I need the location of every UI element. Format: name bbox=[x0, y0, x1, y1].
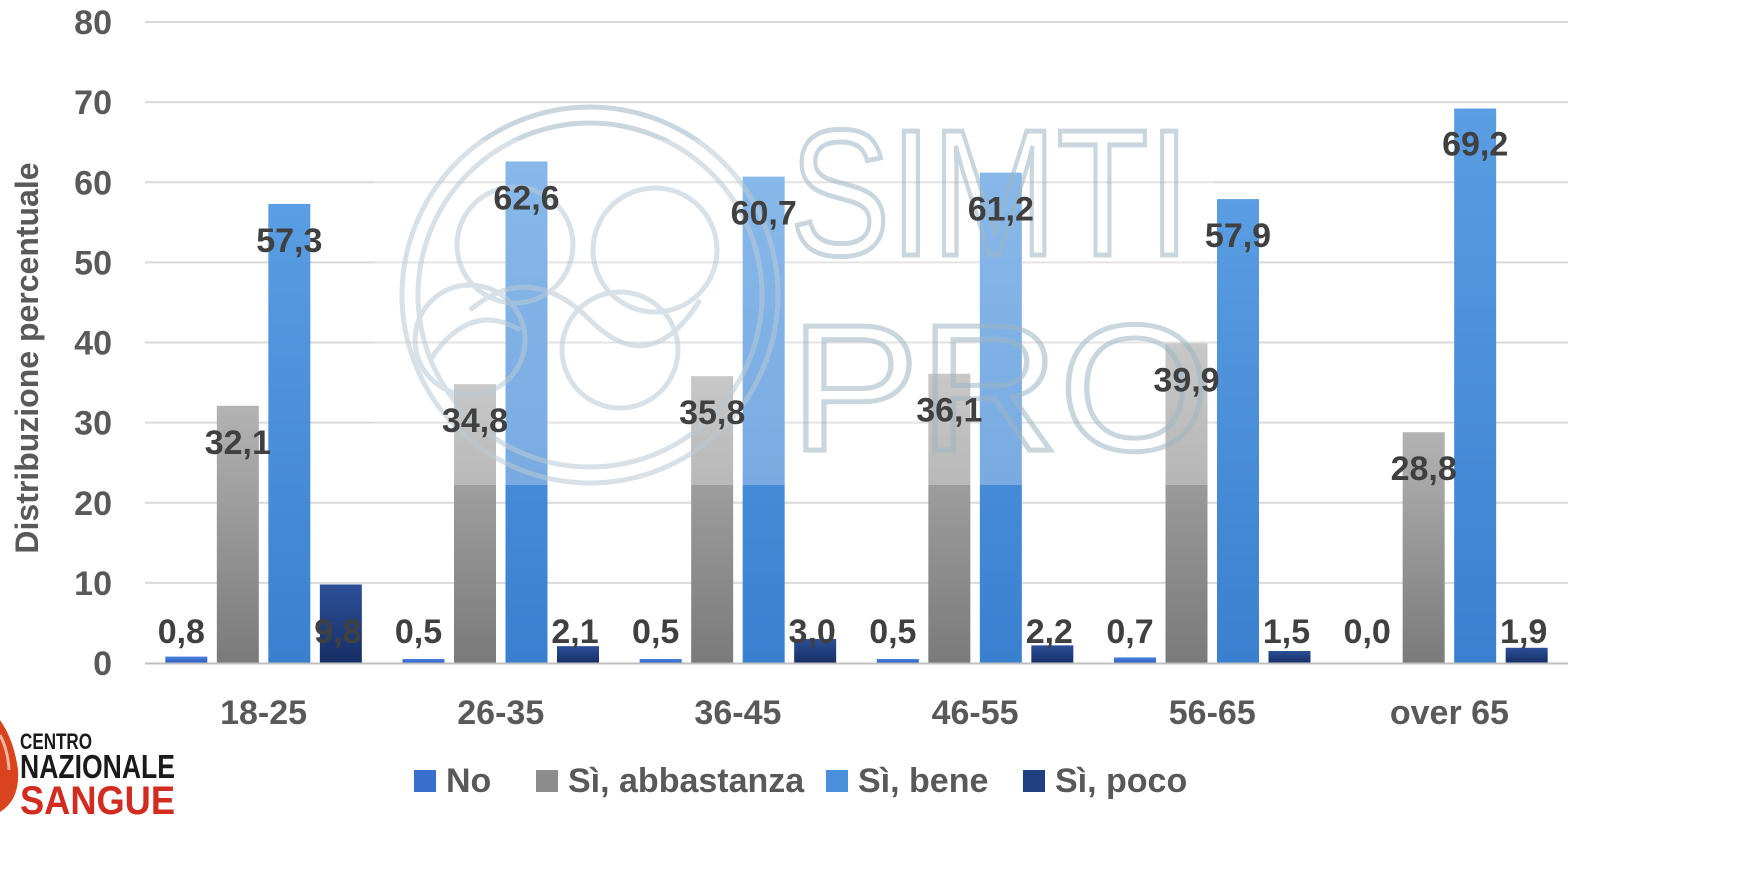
y-axis-ticks: 0 10 20 30 40 50 60 70 80 bbox=[74, 4, 112, 683]
y-axis-label: Distribuzione percentuale bbox=[9, 162, 45, 553]
data-label: 36,1 bbox=[916, 392, 982, 430]
logo-line3: SANGUE bbox=[20, 779, 175, 823]
bar-no-46-55 bbox=[877, 659, 919, 663]
data-label: 1,5 bbox=[1263, 613, 1310, 651]
x-tick-label: 56-65 bbox=[1169, 694, 1256, 732]
data-label: 62,6 bbox=[493, 179, 559, 217]
data-label: 69,2 bbox=[1442, 126, 1508, 164]
legend-swatch bbox=[414, 770, 436, 792]
data-label: 3,0 bbox=[789, 613, 836, 651]
bar-no-18-25 bbox=[165, 657, 207, 663]
data-label: 39,9 bbox=[1153, 361, 1219, 399]
legend-entry: Sì, poco bbox=[1055, 762, 1187, 800]
bar-s-bene-56-65 bbox=[1217, 199, 1259, 663]
data-label: 0,5 bbox=[395, 613, 442, 651]
y-tick-label: 50 bbox=[74, 244, 112, 282]
data-label: 60,7 bbox=[731, 195, 797, 233]
data-label: 61,2 bbox=[968, 191, 1034, 229]
bar-s-poco-56-65 bbox=[1269, 651, 1311, 663]
y-tick-label: 40 bbox=[74, 325, 112, 363]
data-label: 0,5 bbox=[869, 613, 916, 651]
legend-entry: No bbox=[446, 762, 491, 800]
y-tick-label: 20 bbox=[74, 485, 112, 523]
bar-s-bene-over-65 bbox=[1454, 109, 1496, 663]
y-tick-label: 70 bbox=[74, 84, 112, 122]
x-tick-label: 36-45 bbox=[694, 694, 781, 732]
data-label: 2,2 bbox=[1026, 613, 1073, 651]
y-tick-label: 30 bbox=[74, 405, 112, 443]
y-tick-label: 80 bbox=[74, 4, 112, 42]
data-label: 35,8 bbox=[679, 394, 745, 432]
bar-no-26-35 bbox=[403, 659, 445, 663]
data-label: 2,1 bbox=[551, 613, 598, 651]
bar-no-56-65 bbox=[1114, 657, 1156, 663]
legend-entry: Sì, bene bbox=[858, 762, 988, 800]
data-label: 0,7 bbox=[1106, 613, 1153, 651]
x-tick-label: 18-25 bbox=[220, 694, 307, 732]
data-label: 57,3 bbox=[256, 222, 322, 260]
data-label: 1,9 bbox=[1500, 613, 1547, 651]
x-tick-label: 26-35 bbox=[457, 694, 544, 732]
y-tick-label: 60 bbox=[74, 164, 112, 202]
data-label: 0,8 bbox=[158, 613, 205, 651]
y-tick-label: 10 bbox=[74, 565, 112, 603]
data-label: 0,5 bbox=[632, 613, 679, 651]
legend-entry: Sì, abbastanza bbox=[568, 762, 805, 800]
data-label: 32,1 bbox=[205, 424, 271, 462]
legend-swatch bbox=[536, 770, 558, 792]
data-label: 0,0 bbox=[1344, 613, 1391, 651]
data-label: 9,8 bbox=[314, 613, 361, 651]
y-tick-label: 0 bbox=[93, 645, 112, 683]
data-label: 57,9 bbox=[1205, 217, 1271, 255]
bar-no-36-45 bbox=[640, 659, 682, 663]
legend-swatch bbox=[1023, 770, 1045, 792]
x-tick-label: over 65 bbox=[1390, 694, 1509, 732]
centro-nazionale-sangue-logo: CENTRO NAZIONALE SANGUE bbox=[0, 720, 175, 823]
data-label: 28,8 bbox=[1391, 450, 1457, 488]
data-label: 34,8 bbox=[442, 402, 508, 440]
x-axis-ticks: 18-25 26-35 36-45 46-55 56-65 over 65 bbox=[220, 694, 1509, 732]
legend-swatch bbox=[826, 770, 848, 792]
drop-icon bbox=[0, 720, 18, 812]
x-tick-label: 46-55 bbox=[932, 694, 1019, 732]
bar-s-bene-18-25 bbox=[268, 204, 310, 663]
legend: No Sì, abbastanza Sì, bene Sì, poco bbox=[414, 762, 1187, 800]
watermark-line2: PRO bbox=[790, 288, 1210, 489]
